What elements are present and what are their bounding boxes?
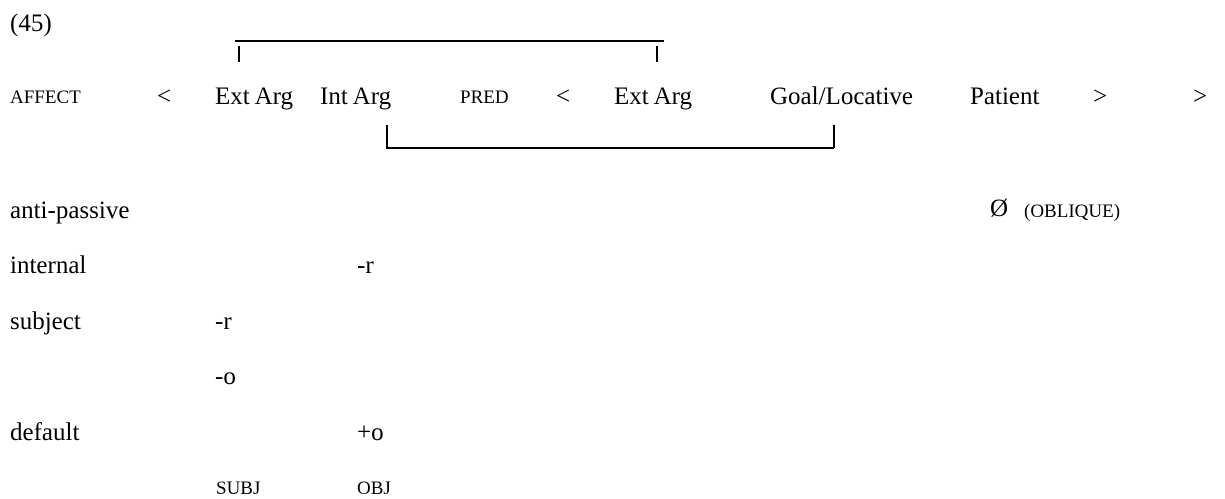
subject-value-r: -r xyxy=(215,308,232,335)
goal-locative: Goal/Locative xyxy=(770,83,913,110)
int-arg: Int Arg xyxy=(320,83,392,110)
patient: Patient xyxy=(970,83,1040,110)
example-number: (45) xyxy=(10,10,52,37)
row-label-anti-passive: anti-passive xyxy=(10,197,130,224)
open-angle-1: < xyxy=(157,83,172,110)
row-label-subject: subject xyxy=(10,308,81,335)
open-angle-2: < xyxy=(556,83,571,110)
row-label-internal: internal xyxy=(10,252,87,279)
anti-passive-oblique: (OBLIQUE) xyxy=(1024,201,1121,222)
top-link-line xyxy=(235,40,664,42)
close-angle-2: > xyxy=(1193,83,1208,110)
ext-arg-1: Ext Arg xyxy=(215,83,294,110)
pred-label: PRED xyxy=(460,87,509,108)
bottom-link-line xyxy=(386,147,834,149)
top-link-right-tick xyxy=(656,46,658,62)
bottom-link-right-tick xyxy=(833,125,835,148)
subj-label: SUBJ xyxy=(216,478,261,499)
row-label-default: default xyxy=(10,419,80,446)
anti-passive-null-symbol: Ø xyxy=(990,195,1009,222)
bottom-link-left-tick xyxy=(386,125,388,148)
close-angle-1: > xyxy=(1093,83,1108,110)
affect-label: AFFECT xyxy=(10,87,81,108)
top-link-left-tick xyxy=(238,46,240,62)
internal-value: -r xyxy=(357,252,374,279)
ext-arg-2: Ext Arg xyxy=(614,83,693,110)
obj-label: OBJ xyxy=(357,478,391,499)
subject-value-o: -o xyxy=(215,363,236,390)
default-value: +o xyxy=(357,419,384,446)
